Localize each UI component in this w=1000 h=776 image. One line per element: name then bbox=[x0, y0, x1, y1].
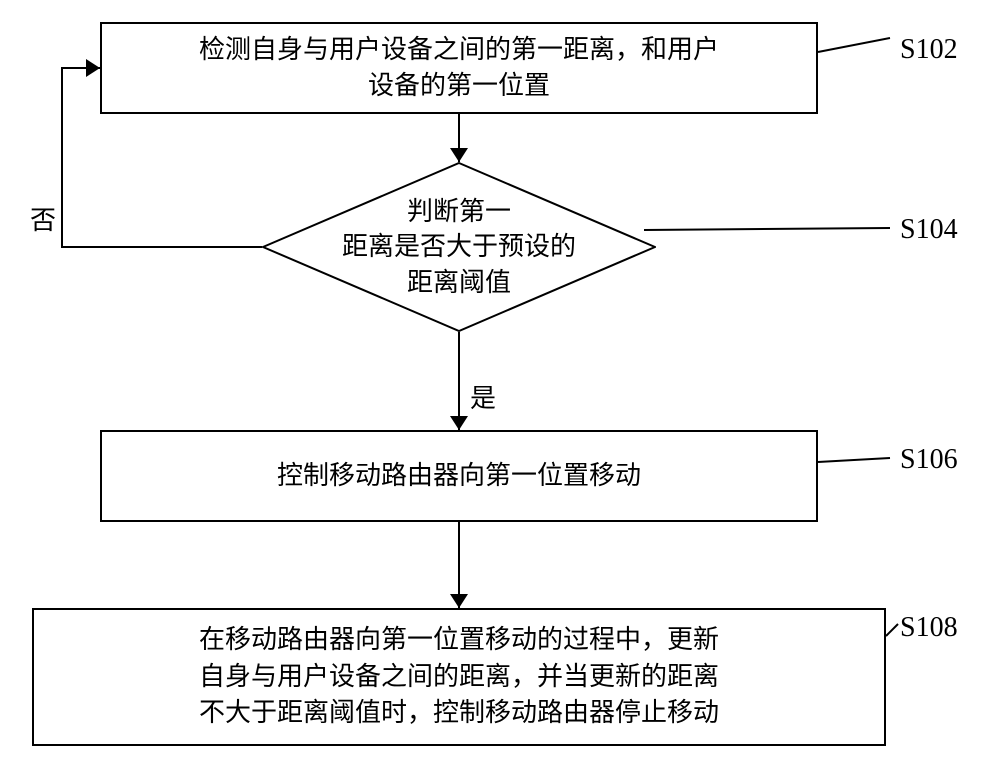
step-connectors-group bbox=[644, 38, 898, 636]
flowchart-canvas: 检测自身与用户设备之间的第一距离，和用户设备的第一位置 判断第一距离是否大于预设… bbox=[0, 0, 1000, 776]
edges-layer bbox=[0, 0, 1000, 776]
edges-group bbox=[62, 59, 468, 608]
